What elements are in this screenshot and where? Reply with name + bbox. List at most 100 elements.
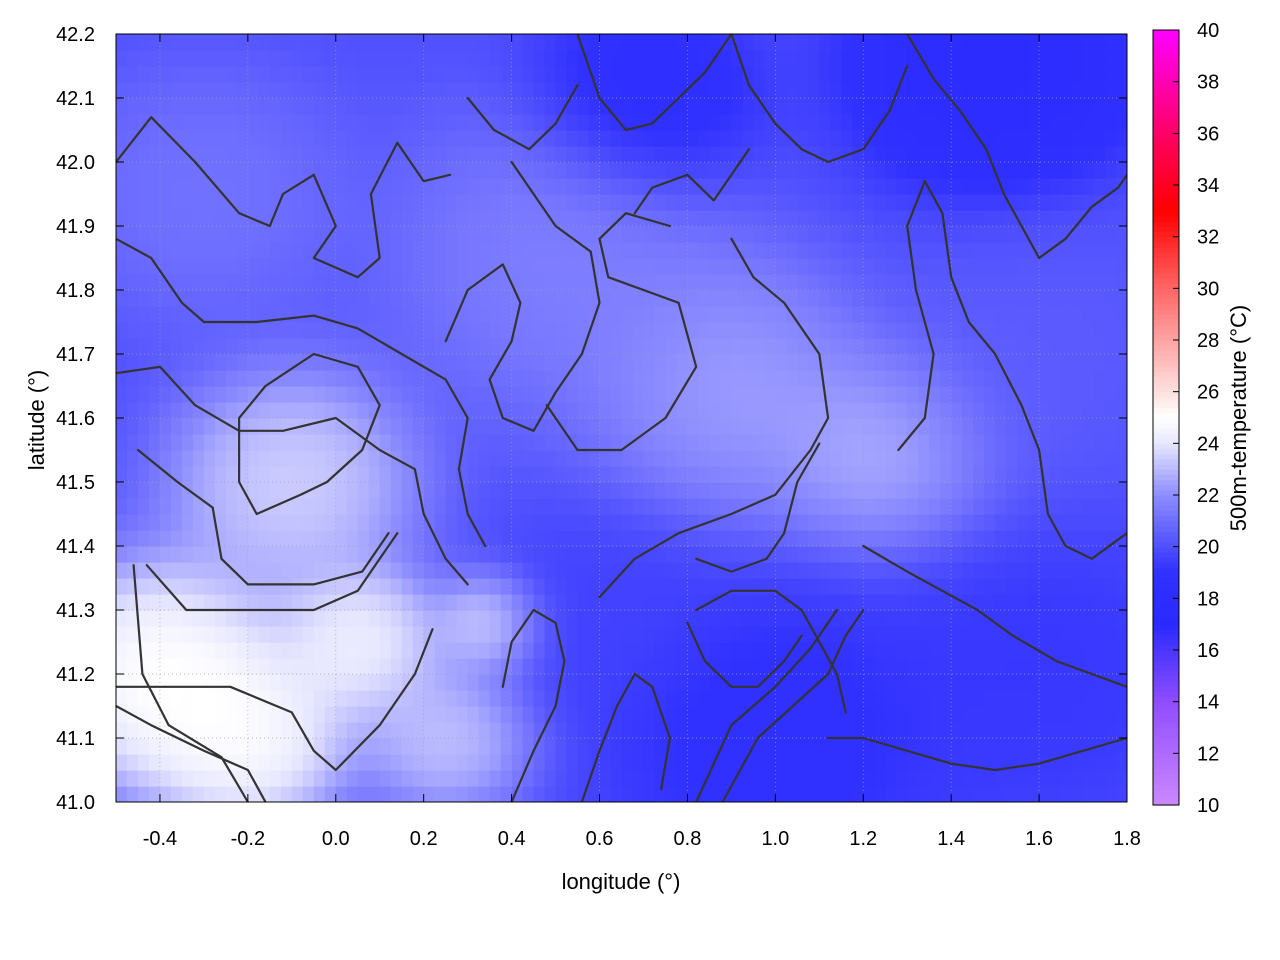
heatmap-cell: [929, 594, 941, 611]
heatmap-cell: [698, 162, 711, 179]
heatmap-cell: [313, 642, 326, 659]
heatmap-cell: [137, 706, 150, 723]
heatmap-cell: [654, 98, 667, 115]
heatmap-cell: [379, 626, 392, 643]
heatmap-cell: [247, 178, 260, 195]
colorbar-tick-label: 24: [1197, 433, 1219, 455]
heatmap-cell: [962, 770, 974, 787]
heatmap-cell: [434, 306, 447, 323]
heatmap-cell: [621, 626, 634, 643]
heatmap-cell: [116, 418, 128, 435]
heatmap-cell: [742, 146, 754, 163]
heatmap-cell: [170, 194, 183, 211]
heatmap-cell: [995, 130, 1007, 147]
heatmap-cell: [951, 690, 963, 707]
heatmap-cell: [984, 674, 996, 691]
heatmap-cell: [1050, 450, 1062, 467]
heatmap-cell: [291, 386, 304, 403]
heatmap-cell: [863, 674, 875, 691]
heatmap-cell: [269, 610, 282, 627]
heatmap-cell: [1017, 370, 1029, 387]
heatmap-cell: [1083, 178, 1095, 195]
heatmap-cell: [225, 386, 238, 403]
heatmap-cell: [643, 450, 656, 467]
heatmap-cell: [1028, 98, 1040, 115]
heatmap-cell: [621, 402, 634, 419]
heatmap-cell: [1083, 514, 1095, 531]
heatmap-cell: [1116, 162, 1127, 179]
heatmap-cell: [720, 322, 732, 339]
heatmap-cell: [236, 690, 249, 707]
heatmap-cell: [852, 146, 864, 163]
heatmap-cell: [522, 706, 535, 723]
heatmap-cell: [775, 562, 787, 579]
heatmap-cell: [753, 322, 765, 339]
heatmap-cell: [786, 354, 798, 371]
heatmap-cell: [1116, 306, 1127, 323]
heatmap-cell: [291, 514, 304, 531]
heatmap-cell: [280, 514, 293, 531]
heatmap-cell: [192, 66, 205, 83]
heatmap-cell: [302, 514, 315, 531]
heatmap-cell: [357, 546, 370, 563]
heatmap-cell: [577, 658, 590, 675]
heatmap-cell: [764, 130, 776, 147]
heatmap-cell: [984, 82, 996, 99]
heatmap-cell: [555, 306, 568, 323]
heatmap-cell: [225, 658, 238, 675]
heatmap-cell: [181, 562, 194, 579]
heatmap-cell: [225, 770, 238, 787]
heatmap-cell: [775, 434, 787, 451]
heatmap-cell: [929, 354, 941, 371]
heatmap-cell: [1094, 34, 1106, 51]
heatmap-cell: [126, 546, 139, 563]
heatmap-cell: [126, 722, 139, 739]
heatmap-cell: [368, 290, 381, 307]
heatmap-cell: [962, 402, 974, 419]
heatmap-cell: [258, 562, 271, 579]
heatmap-cell: [951, 322, 963, 339]
colorbar-segment: [1153, 531, 1179, 537]
heatmap-cell: [577, 546, 590, 563]
heatmap-cell: [456, 610, 469, 627]
heatmap-cell: [401, 194, 414, 211]
heatmap-cell: [269, 354, 282, 371]
heatmap-cell: [973, 242, 985, 259]
heatmap-cell: [687, 594, 700, 611]
heatmap-cell: [566, 658, 579, 675]
heatmap-cell: [346, 434, 359, 451]
heatmap-cell: [885, 178, 897, 195]
heatmap-cell: [863, 738, 875, 755]
heatmap-cell: [489, 610, 502, 627]
heatmap-cell: [1072, 482, 1084, 499]
heatmap-cell: [478, 562, 491, 579]
heatmap-cell: [742, 530, 754, 547]
heatmap-cell: [852, 546, 864, 563]
heatmap-cell: [709, 290, 722, 307]
heatmap-cell: [907, 274, 919, 291]
heatmap-cell: [775, 386, 787, 403]
heatmap-cell: [423, 786, 436, 802]
heatmap-cell: [313, 322, 326, 339]
heatmap-cell: [665, 578, 678, 595]
heatmap-cell: [269, 338, 282, 355]
heatmap-cell: [181, 338, 194, 355]
heatmap-cell: [324, 706, 337, 723]
heatmap-cell: [116, 754, 128, 771]
heatmap-cell: [951, 338, 963, 355]
heatmap-cell: [467, 162, 480, 179]
heatmap-cell: [379, 674, 392, 691]
heatmap-cell: [335, 114, 348, 131]
heatmap-cell: [874, 514, 886, 531]
heatmap-cell: [742, 690, 754, 707]
heatmap-cell: [533, 738, 546, 755]
heatmap-cell: [588, 162, 601, 179]
heatmap-cell: [445, 386, 458, 403]
heatmap-cell: [786, 738, 798, 755]
heatmap-cell: [984, 402, 996, 419]
heatmap-cell: [676, 626, 689, 643]
heatmap-cell: [148, 434, 161, 451]
heatmap-cell: [1105, 274, 1117, 291]
heatmap-cell: [116, 210, 128, 227]
heatmap-cell: [808, 658, 820, 675]
